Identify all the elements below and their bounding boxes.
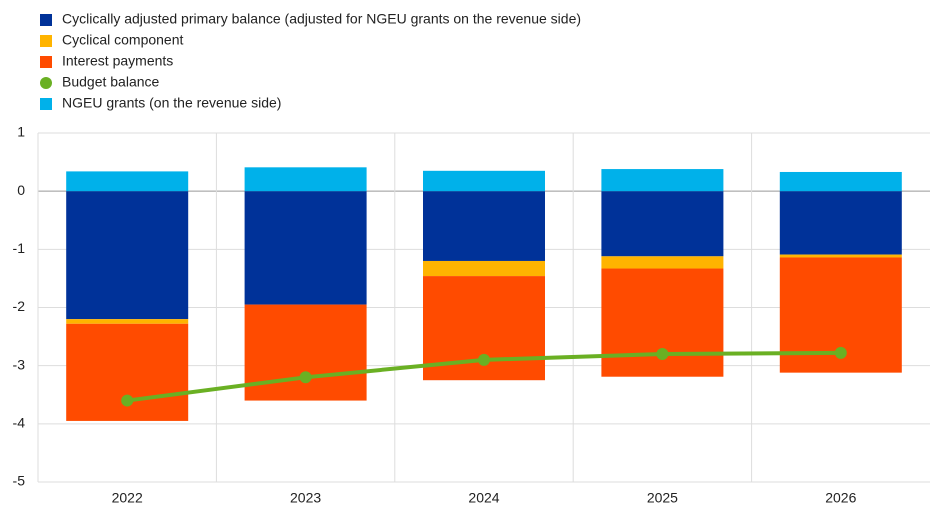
bar-segment xyxy=(601,256,724,269)
line-marker xyxy=(834,346,847,359)
y-tick-label: -3 xyxy=(13,356,26,372)
x-tick-label: 2026 xyxy=(825,490,856,506)
bar-segment xyxy=(66,171,189,192)
line-marker xyxy=(478,353,490,366)
bar-segment xyxy=(423,170,545,192)
bar-segment xyxy=(244,191,367,305)
x-tick-label: 2025 xyxy=(647,490,678,506)
y-tick-label: -4 xyxy=(13,415,26,431)
bar-segment xyxy=(423,260,545,277)
legend-label: Cyclical component xyxy=(62,32,183,48)
bar-segment xyxy=(779,254,902,258)
bar-segment xyxy=(601,169,724,192)
y-tick-label: -2 xyxy=(13,298,26,314)
legend-label: Cyclically adjusted primary balance (adj… xyxy=(62,11,581,27)
legend-label: Interest payments xyxy=(62,53,173,69)
legend-swatch xyxy=(40,56,52,68)
legend-swatch xyxy=(40,14,52,26)
legend-label: Budget balance xyxy=(62,74,160,90)
line-marker xyxy=(121,394,134,407)
bar-segment xyxy=(779,171,902,192)
bar-segment xyxy=(244,304,367,401)
x-tick-label: 2022 xyxy=(112,490,143,506)
bar-segment xyxy=(423,191,545,261)
bar-segment xyxy=(779,191,902,255)
x-tick-label: 2024 xyxy=(468,490,499,506)
y-tick-label: 1 xyxy=(17,124,25,140)
line-marker xyxy=(656,348,669,361)
legend-swatch xyxy=(40,35,52,47)
bar-segment xyxy=(601,268,724,377)
y-tick-label: -1 xyxy=(13,240,26,256)
legend-swatch xyxy=(40,98,52,110)
bar-segment xyxy=(601,191,724,257)
y-tick-label: 0 xyxy=(17,182,25,198)
y-tick-label: -5 xyxy=(13,473,26,489)
line-marker xyxy=(299,371,312,384)
legend-marker xyxy=(40,77,52,89)
bar-segment xyxy=(244,167,367,192)
x-tick-label: 2023 xyxy=(290,490,321,506)
bar-segment xyxy=(66,191,189,320)
legend-label: NGEU grants (on the revenue side) xyxy=(62,95,281,111)
bar-segment xyxy=(66,319,189,324)
